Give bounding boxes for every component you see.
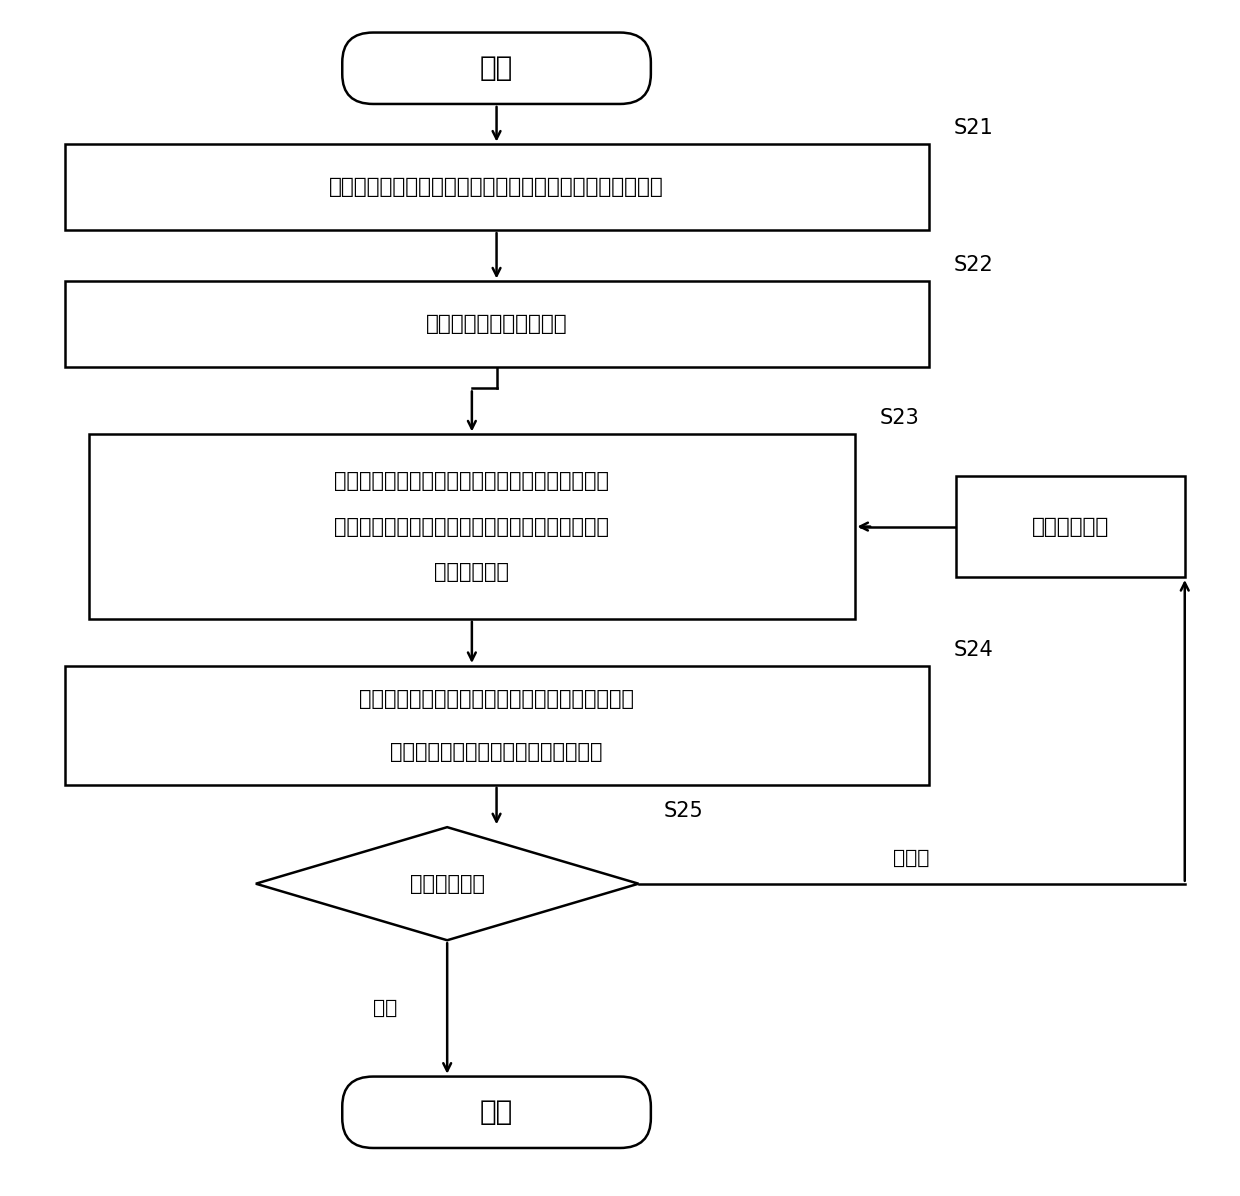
Bar	[64, 145, 929, 230]
Text: 通过: 通过	[373, 999, 398, 1018]
Text: 能与调频辅助服务联合出清模型对电能与调频辅助: 能与调频辅助服务联合出清模型对电能与调频辅助	[335, 517, 609, 537]
Text: S22: S22	[954, 256, 993, 275]
Text: S21: S21	[954, 118, 993, 139]
Text: S24: S24	[954, 640, 993, 660]
Text: 获取市场成员的申报数据: 获取市场成员的申报数据	[425, 315, 568, 334]
Polygon shape	[255, 828, 639, 940]
Bar	[89, 434, 854, 618]
Text: S25: S25	[663, 801, 703, 822]
Text: 根据电能与调频辅助服务联合出清的结果，基于优: 根据电能与调频辅助服务联合出清的结果，基于优	[360, 689, 634, 709]
Text: 开始: 开始	[480, 54, 513, 83]
FancyBboxPatch shape	[342, 32, 651, 104]
Text: 服务联合出清: 服务联合出清	[434, 562, 510, 581]
Bar	[64, 281, 929, 367]
Text: 不通过: 不通过	[894, 849, 930, 868]
Text: 可行性判定？: 可行性判定？	[409, 874, 485, 893]
Text: S23: S23	[879, 408, 919, 428]
Text: 根据边界数据和申报数据，基于备用容量约束的电: 根据边界数据和申报数据，基于备用容量约束的电	[335, 471, 609, 492]
Bar	[64, 666, 929, 785]
Text: 增加运行约束: 增加运行约束	[1032, 517, 1110, 537]
Text: 结束: 结束	[480, 1098, 513, 1127]
FancyBboxPatch shape	[342, 1076, 651, 1148]
Bar	[956, 476, 1184, 578]
Text: 获取电力现货市场交易和备用辅助服务安排需要的边界数据: 获取电力现货市场交易和备用辅助服务安排需要的边界数据	[329, 177, 663, 197]
Text: 化备用辅助服务模型优化备用辅助服务: 化备用辅助服务模型优化备用辅助服务	[391, 742, 603, 762]
